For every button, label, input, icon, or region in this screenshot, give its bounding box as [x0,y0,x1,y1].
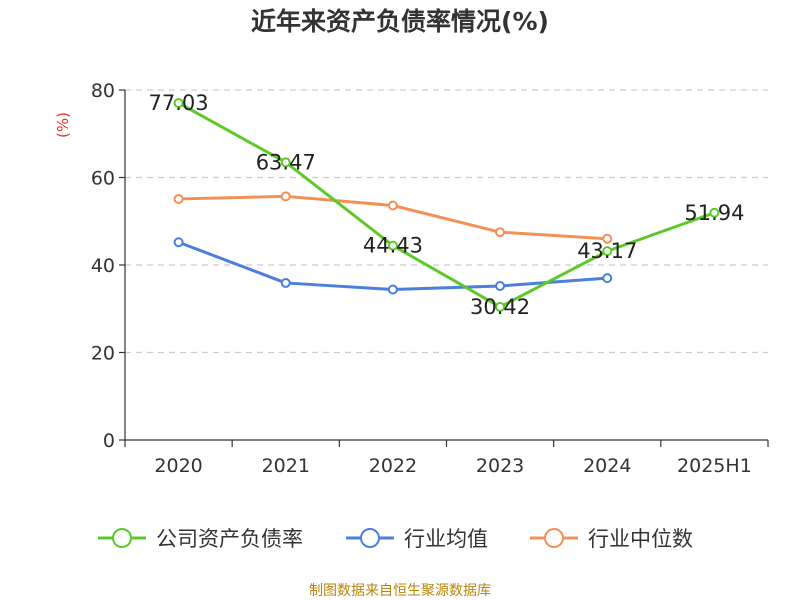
data-point [387,200,398,211]
data-label: 77.03 [149,91,209,115]
data-point [495,301,506,312]
legend-label: 公司资产负债率 [156,527,303,551]
data-point [602,246,613,257]
legend-marker [112,528,132,548]
data-label: 51.94 [684,201,744,225]
data-label: 43.17 [577,239,637,263]
source-note: 制图数据来自恒生聚源数据库 [309,583,491,599]
data-point [387,240,398,251]
data-point [280,277,291,288]
legend-marker [544,528,564,548]
y-tick-label: 80 [91,80,115,102]
x-tick-label: 2023 [476,455,524,477]
series-lines [173,97,720,312]
data-point [173,237,184,248]
grid-lines [125,89,768,354]
axes: 0 20 40 60 80 2020 2021 2022 2023 2024 2025H1 (%) [54,80,769,477]
legend-marker [360,528,380,548]
data-label: 44.43 [363,234,423,258]
data-point [602,273,613,284]
x-tick-label: 2024 [583,455,631,477]
series-line [177,101,715,309]
legend: 公司资产负债率 行业均值 行业中位数 [98,527,693,551]
data-point [709,207,720,218]
y-tick-label: 0 [103,430,115,452]
y-tick-label: 40 [91,255,115,277]
legend-label: 行业中位数 [588,527,693,551]
data-point [495,281,506,291]
chart-title: 近年来资产负债率情况(%) [251,7,549,36]
data-point [495,227,506,238]
x-tick-label: 2020 [154,455,202,477]
data-point [602,233,613,244]
data-point [173,97,184,108]
y-tick-label: 60 [91,168,115,190]
legend-label: 行业均值 [404,527,488,551]
y-tick-label: 20 [91,343,115,365]
data-label: 63.47 [256,150,316,174]
data-labels: 77.03 63.47 44.43 30.42 43.17 51.94 [149,91,745,319]
y-axis-label: (%) [54,112,72,138]
data-label: 30.42 [470,295,530,319]
data-point [387,284,398,295]
x-tick-label: 2025H1 [677,455,752,477]
x-tick-label: 2021 [262,455,310,477]
data-point [280,157,291,168]
x-tick-label: 2022 [369,455,417,477]
data-point [280,191,291,202]
data-point [173,193,184,204]
